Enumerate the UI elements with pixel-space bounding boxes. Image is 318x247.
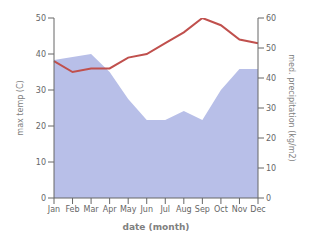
svg-text:60: 60 xyxy=(266,14,276,23)
svg-text:0: 0 xyxy=(41,194,46,203)
svg-text:30: 30 xyxy=(266,104,276,113)
svg-text:30: 30 xyxy=(36,86,46,95)
svg-text:date (month): date (month) xyxy=(123,222,190,232)
svg-text:10: 10 xyxy=(266,164,276,173)
svg-text:Sep: Sep xyxy=(195,205,210,214)
svg-text:50: 50 xyxy=(266,44,276,53)
svg-text:Jun: Jun xyxy=(139,205,153,214)
svg-text:40: 40 xyxy=(266,74,276,83)
svg-text:med. precipitation (kg/m2): med. precipitation (kg/m2) xyxy=(287,54,296,161)
svg-text:Apr: Apr xyxy=(103,205,118,214)
svg-text:Aug: Aug xyxy=(176,205,192,214)
svg-text:50: 50 xyxy=(36,14,46,23)
svg-text:Nov: Nov xyxy=(232,205,248,214)
svg-text:Oct: Oct xyxy=(214,205,228,214)
svg-text:Jul: Jul xyxy=(159,205,170,214)
svg-text:May: May xyxy=(120,205,137,214)
svg-text:Dec: Dec xyxy=(250,205,265,214)
svg-text:Feb: Feb xyxy=(65,205,79,214)
svg-text:0: 0 xyxy=(266,194,271,203)
svg-text:max temp (C): max temp (C) xyxy=(16,80,25,135)
svg-text:40: 40 xyxy=(36,50,46,59)
svg-text:20: 20 xyxy=(266,134,276,143)
svg-text:Jan: Jan xyxy=(47,205,60,214)
svg-text:10: 10 xyxy=(36,158,46,167)
svg-text:20: 20 xyxy=(36,122,46,131)
svg-text:Mar: Mar xyxy=(84,205,100,214)
